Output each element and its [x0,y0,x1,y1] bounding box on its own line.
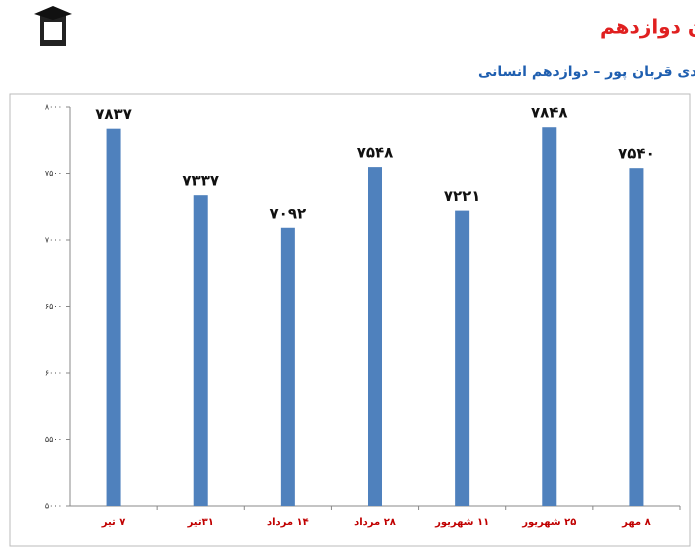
x-tick-label: ۲۵ شهریور [521,517,576,528]
bar [280,227,295,506]
bar [368,167,382,506]
y-tick-label: ۷۰۰۰ [45,236,62,245]
logo [34,6,72,46]
y-tick-label: ۶۵۰۰ [45,302,62,311]
x-tick-label: ۳۱تیر [187,517,214,528]
y-tick-label: ۵۵۰۰ [45,435,62,444]
y-tick-label: ۸۰۰۰ [45,103,62,112]
x-tick-label: ۸ مهر [621,517,651,528]
bar [629,168,644,506]
value-label: ۷۸۴۸ [531,104,568,122]
x-tick-label: ۲۸ مرداد [354,517,396,528]
value-label: ۷۰۹۲ [270,204,307,222]
value-label: ۷۵۴۰ [618,145,655,163]
value-label: ۷۳۳۷ [182,172,219,190]
bar [193,195,208,506]
bar [542,127,557,506]
chart-title: شروع از تابستان : نمودار پیشرفت در تابست… [600,15,695,40]
chart-subtitle: مهدی قربان پور – دوازدهم انسانی [478,64,695,80]
y-tick-label: ۶۰۰۰ [45,369,62,378]
y-tick-label: ۵۰۰۰ [45,502,62,511]
value-label: ۷۵۴۸ [357,144,394,162]
value-label: ۷۸۳۷ [95,105,132,123]
chart-frame [9,93,691,547]
x-tick-label: ۷ تیر [101,517,126,528]
y-tick-label: ۷۵۰۰ [45,169,62,178]
x-tick-label: ۱۴ مرداد [267,517,309,528]
bar [106,128,121,506]
value-label: ۷۲۲۱ [444,187,481,205]
x-tick-label: ۱۱ شهریور [434,517,489,528]
bar [455,210,470,506]
